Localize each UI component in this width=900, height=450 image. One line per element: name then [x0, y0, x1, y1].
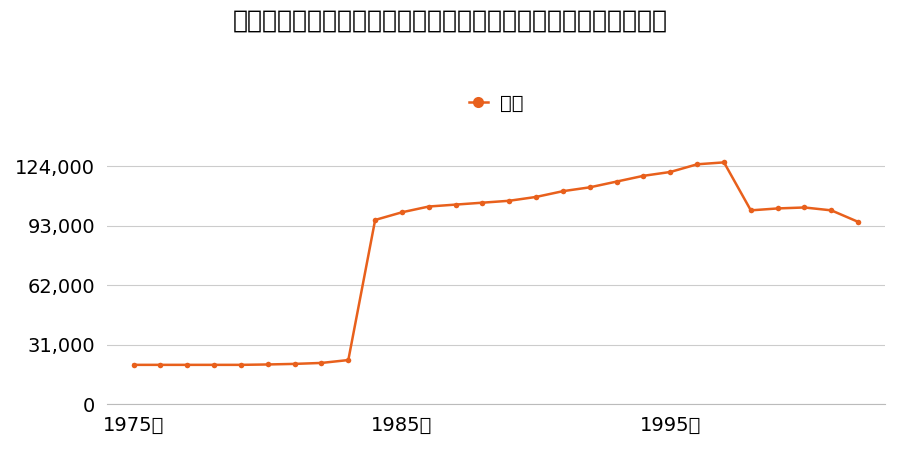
価格: [423, 204, 434, 209]
Line: 価格: 価格: [130, 160, 861, 368]
価格: [289, 361, 300, 367]
価格: [692, 162, 703, 167]
価格: [638, 173, 649, 179]
価格: [128, 362, 139, 368]
価格: [209, 362, 220, 368]
Text: 山口県新南陽市大字富田字大神２２５４番２ほか１筆の地価推移: 山口県新南陽市大字富田字大神２２５４番２ほか１筆の地価推移: [232, 9, 668, 33]
価格: [155, 362, 166, 368]
価格: [584, 184, 595, 190]
価格: [665, 169, 676, 175]
価格: [531, 194, 542, 200]
価格: [397, 210, 408, 215]
価格: [611, 179, 622, 184]
価格: [370, 217, 381, 223]
価格: [558, 189, 569, 194]
価格: [718, 160, 729, 165]
価格: [853, 219, 864, 225]
価格: [263, 362, 274, 367]
価格: [316, 360, 327, 366]
価格: [745, 207, 756, 213]
価格: [826, 207, 837, 213]
価格: [772, 206, 783, 211]
価格: [236, 362, 247, 368]
価格: [182, 362, 193, 368]
価格: [504, 198, 515, 203]
価格: [477, 200, 488, 205]
価格: [799, 205, 810, 210]
価格: [450, 202, 461, 207]
価格: [343, 357, 354, 363]
Legend: 価格: 価格: [461, 86, 531, 121]
